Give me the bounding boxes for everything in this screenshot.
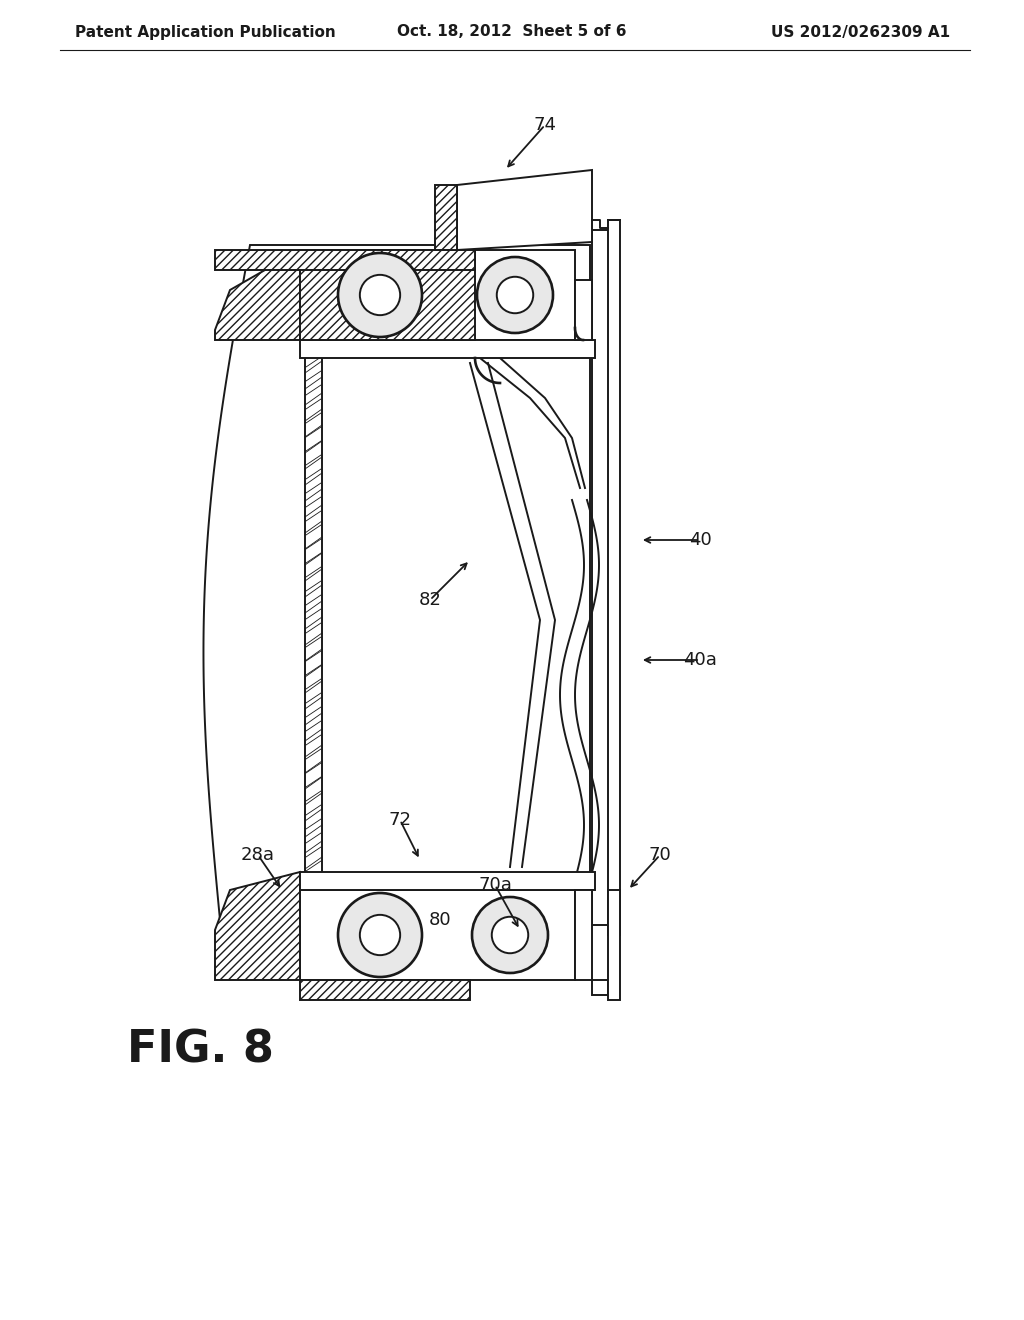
Text: 80: 80 <box>429 911 452 929</box>
Bar <box>300 249 575 341</box>
Text: 40: 40 <box>688 531 712 549</box>
Circle shape <box>338 253 422 337</box>
Circle shape <box>497 277 534 313</box>
Bar <box>305 341 322 890</box>
Circle shape <box>492 917 528 953</box>
Text: Oct. 18, 2012  Sheet 5 of 6: Oct. 18, 2012 Sheet 5 of 6 <box>397 25 627 40</box>
Text: 74: 74 <box>534 116 556 135</box>
Circle shape <box>359 915 400 956</box>
Text: US 2012/0262309 A1: US 2012/0262309 A1 <box>771 25 950 40</box>
Polygon shape <box>215 249 300 341</box>
Bar <box>592 979 608 995</box>
Bar <box>300 873 595 890</box>
Polygon shape <box>204 246 590 920</box>
Text: 82: 82 <box>419 591 441 609</box>
Text: FIG. 8: FIG. 8 <box>127 1028 273 1072</box>
Circle shape <box>338 894 422 977</box>
Bar <box>608 220 620 935</box>
Text: 40a: 40a <box>683 651 717 669</box>
Text: 70: 70 <box>648 846 672 865</box>
Bar <box>575 280 592 341</box>
Bar <box>575 890 592 979</box>
Text: 28a: 28a <box>241 846 275 865</box>
Text: 70a: 70a <box>478 876 512 894</box>
Bar <box>608 890 620 1001</box>
Polygon shape <box>215 873 300 979</box>
Bar <box>215 249 475 271</box>
Bar <box>300 890 575 979</box>
Circle shape <box>472 898 548 973</box>
Bar <box>300 341 595 358</box>
Polygon shape <box>457 170 592 249</box>
Bar <box>300 249 475 341</box>
Circle shape <box>359 275 400 315</box>
Text: 72: 72 <box>388 810 412 829</box>
Bar <box>435 185 457 249</box>
Circle shape <box>477 257 553 333</box>
Bar <box>300 979 470 1001</box>
Text: Patent Application Publication: Patent Application Publication <box>75 25 336 40</box>
